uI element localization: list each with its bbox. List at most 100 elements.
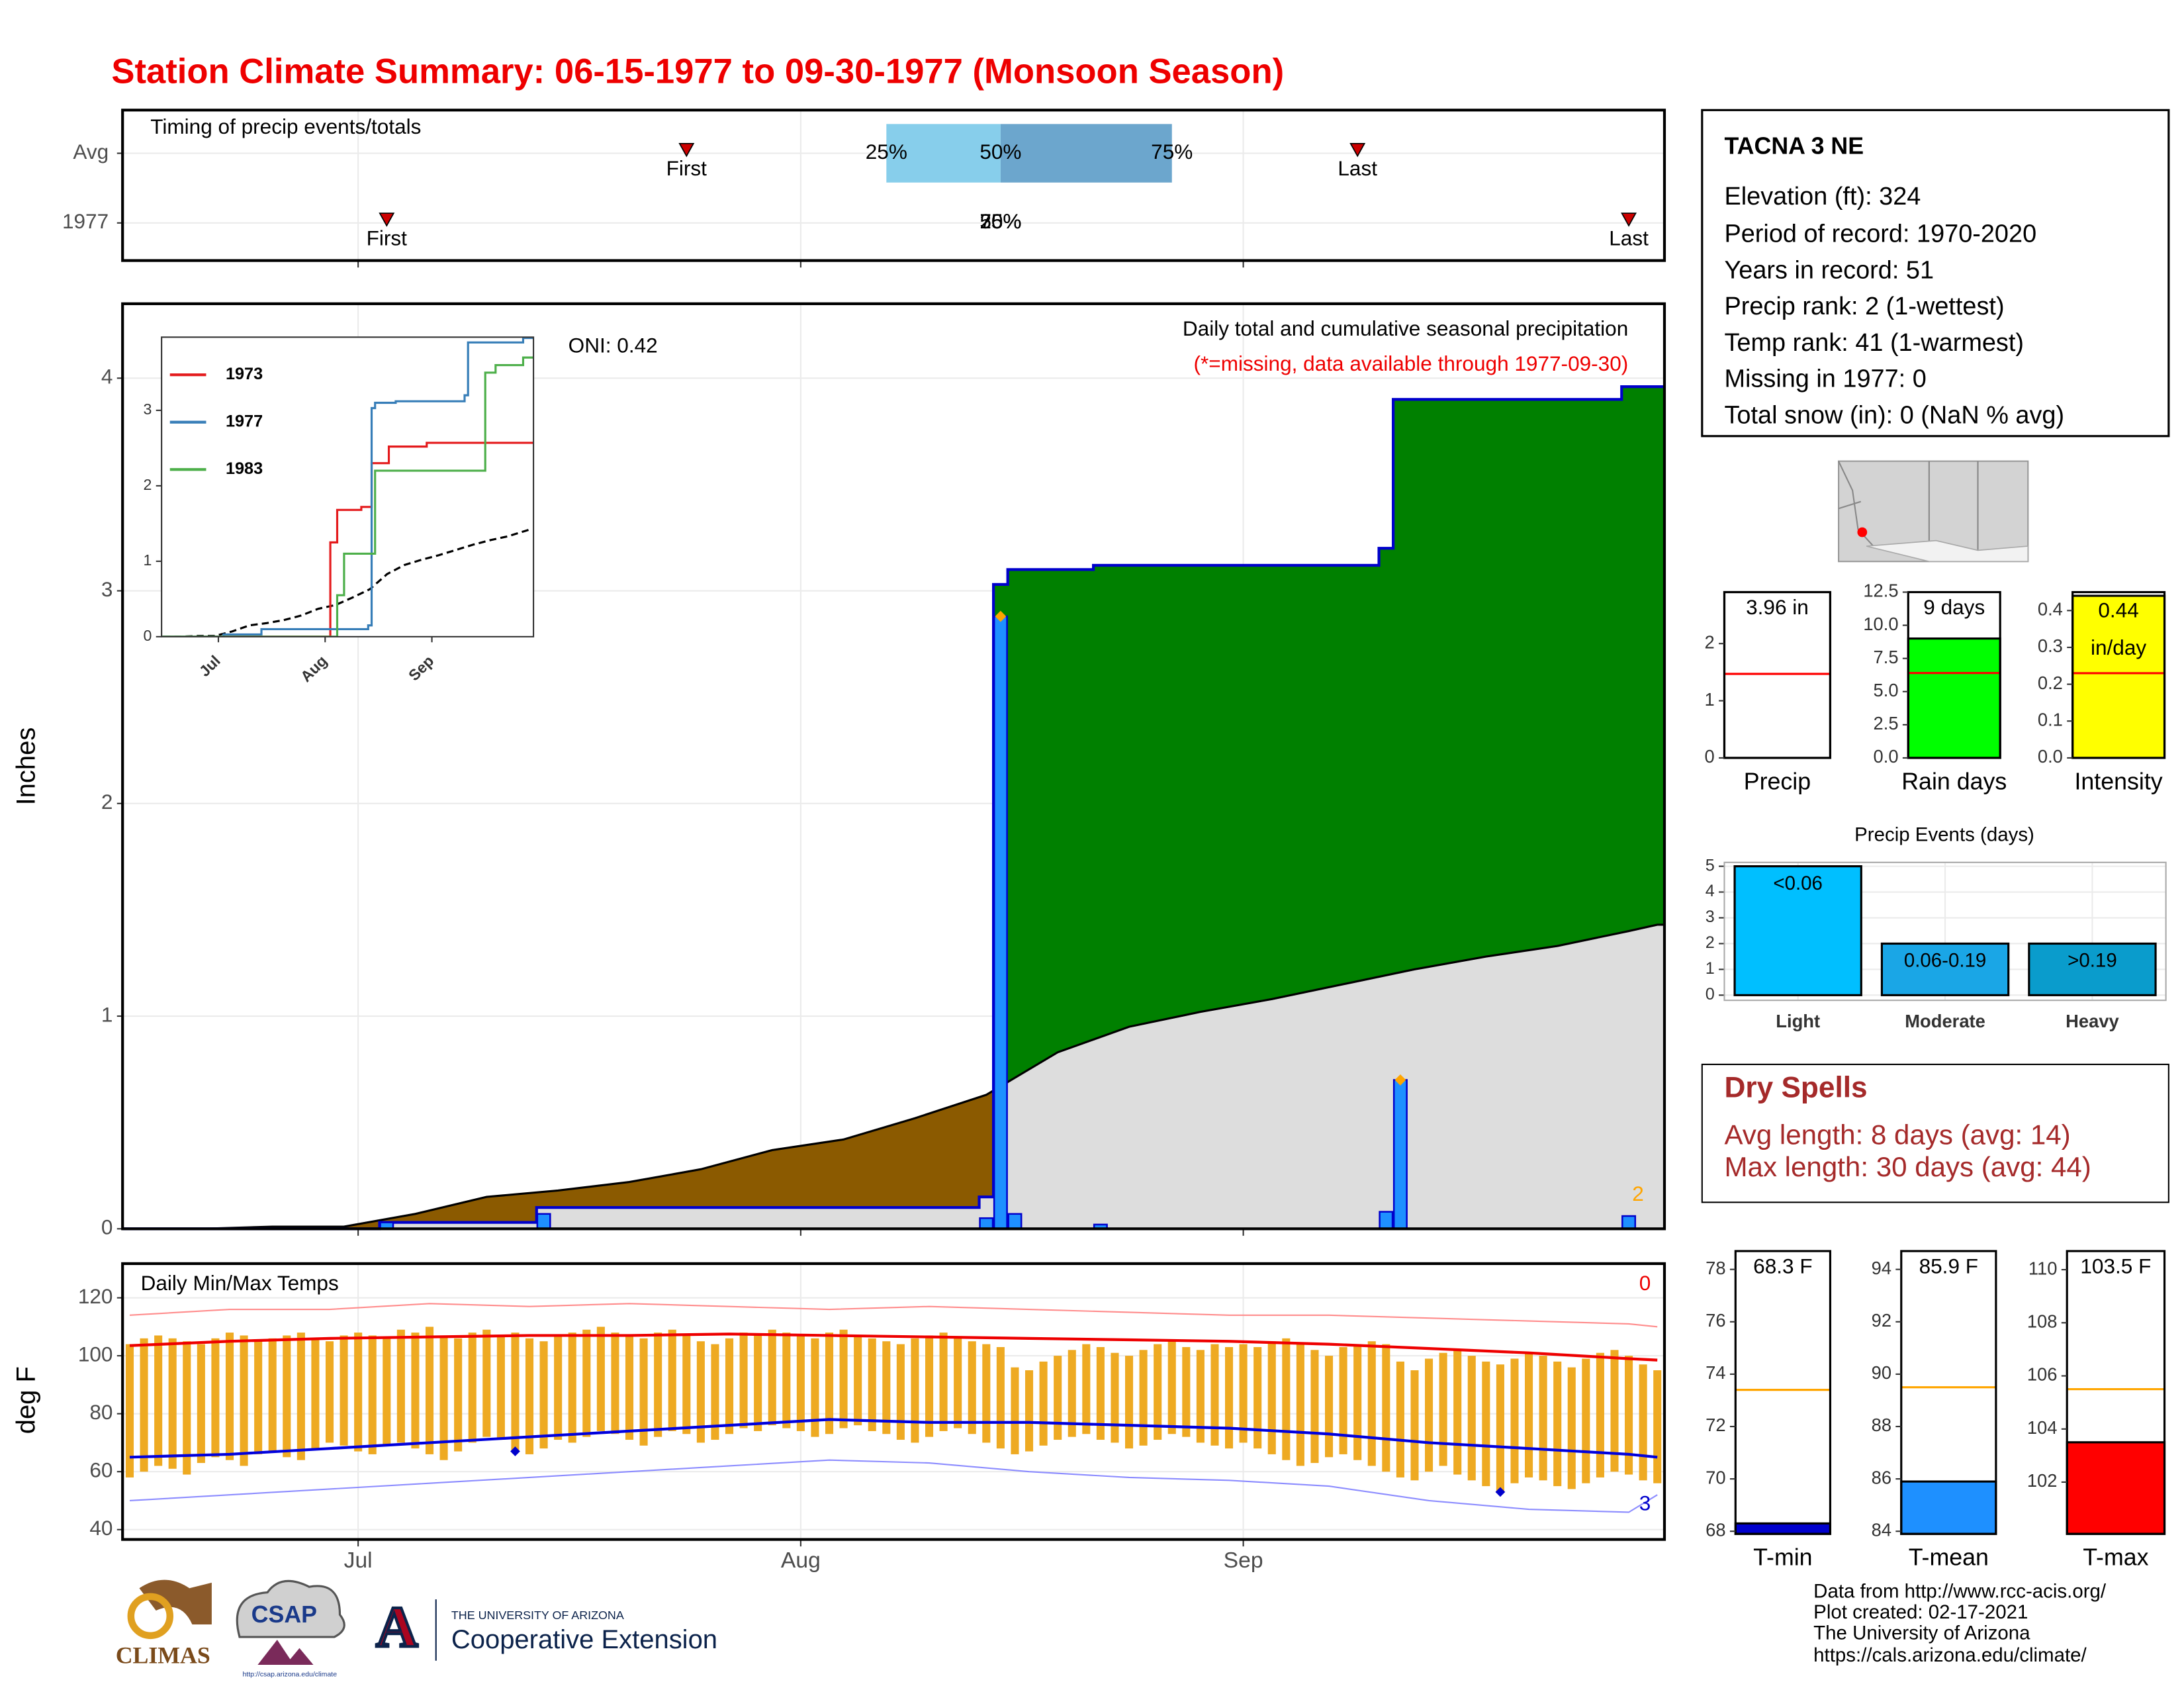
temp-range-bar [468,1333,477,1443]
temp-range-bar [654,1333,662,1437]
station-line: Elevation (ft): 324 [1724,183,1921,211]
dry-spells-line: Avg length: 8 days (avg: 14) [1724,1119,2070,1150]
y-tick-label: 0.0 [1874,746,1899,767]
temp-range-bar [939,1333,948,1431]
temp-range-bar [839,1329,848,1429]
temp-range-bar [325,1341,334,1443]
chart-subtitle: Daily total and cumulative seasonal prec… [1183,316,1628,340]
plot-frame [121,1262,1666,1541]
ua-name: THE UNIVERSITY OF ARIZONA [451,1609,624,1622]
temp-range-bar [768,1329,776,1426]
daily-bar [979,1217,994,1230]
climas-text: CLIMAS [116,1642,210,1669]
value-label: in/day [2091,635,2146,659]
temp-range-bar [611,1333,619,1434]
temp-range-bar [1582,1358,1590,1483]
y-tick-label: 0.0 [2038,746,2063,767]
y-tick-label: 0.2 [2038,673,2063,693]
x-tick-label: Moderate [1905,1011,1985,1031]
record-low-marker [1495,1487,1506,1497]
temp-range-bar [496,1335,505,1440]
plot-frame [1907,590,2001,759]
y-tick-label: 1 [1706,959,1715,978]
temp-range-bar [754,1335,762,1431]
summary-bar [2071,594,2166,759]
event-label: Last [1609,226,1649,250]
temp-range-bar [1396,1361,1404,1477]
temp-range-bar [882,1341,891,1434]
temp-range-bar [554,1335,563,1440]
temp-range-bar [240,1335,248,1466]
chart-note: (*=missing, data available through 1977-… [1194,352,1629,375]
station-name: TACNA 3 NE [1724,133,1864,160]
y-tick-label: 106 [2027,1364,2058,1385]
inset-series-line [161,356,534,637]
temp-range-bar [1039,1361,1048,1446]
value-label: 0.44 [2098,598,2138,622]
temp-range-bar [1496,1364,1504,1492]
quartile-label: 25% [866,140,907,164]
normal-min-line [129,1418,1658,1459]
value-label: <0.06 [1773,872,1823,894]
y-tick-label: 94 [1872,1258,1891,1278]
temp-range-bar [411,1333,420,1449]
daily-bar [536,1213,551,1230]
quartile-box [886,124,1001,183]
legend-label: 1973 [226,365,263,383]
event-marker [1621,212,1637,227]
station-line: Precip rank: 2 (1-wettest) [1724,293,2004,320]
temp-range-bar [340,1335,348,1446]
y-tick-label: 2 [101,790,113,814]
y-tick-label: 7.5 [1874,647,1899,667]
temp-range-bar [1410,1370,1419,1481]
temp-range-bar [1224,1346,1234,1449]
temp-range-bar [925,1335,934,1437]
station-line: Years in record: 51 [1724,256,1934,284]
temp-range-bar [482,1329,491,1437]
plot-frame [1723,861,2167,1002]
y-tick-label: 76 [1706,1310,1725,1331]
y-tick-label: 70 [1706,1467,1725,1487]
temp-range-bar [1154,1344,1162,1440]
plot-frame [121,302,1666,1231]
y-tick-label: 60 [89,1458,113,1482]
y-tick-label: 92 [1872,1310,1891,1331]
temp-range-bar [896,1344,905,1440]
temp-range-bar [854,1335,862,1426]
temp-range-bar [1024,1370,1034,1452]
y-tick-label: 100 [78,1342,113,1366]
temp-range-bar [425,1327,434,1454]
y-tick-label: 40 [89,1516,113,1540]
x-tick-label: Aug [781,1548,821,1573]
temp-range-bar [696,1341,705,1443]
daily-bar [1379,1211,1394,1230]
event-label: First [666,156,707,180]
y-tick-label: 0 [1706,985,1715,1004]
y-tick-label: 0 [1705,746,1715,767]
inset-background [161,337,534,637]
temp-range-bar [225,1333,234,1460]
temp-range-bar [1339,1346,1347,1454]
temp-range-bar [825,1333,834,1434]
temp-range-bar [1439,1352,1447,1466]
plot-frame [1723,590,1832,759]
footer-line: The University of Arizona [1813,1622,2030,1644]
value-label: 68.3 F [1753,1254,1812,1278]
row-label: Avg [73,140,109,164]
value-label: 0.06-0.19 [1904,950,1986,972]
temp-range-bar [1653,1370,1662,1483]
temp-range-bar [268,1338,277,1452]
y-tick-label: 2 [1706,933,1715,952]
temp-range-bar [1567,1367,1576,1489]
legend-label: 1983 [226,459,263,478]
temp-range-bar [125,1344,134,1477]
summary-label: Intensity [2074,768,2162,794]
temp-range-bar [1325,1356,1334,1458]
dry-spells-box [1701,1063,2169,1203]
x-tick-label: Jul [344,1548,373,1573]
value-label: 3.96 in [1746,595,1809,619]
temp-range-bar [254,1341,263,1454]
y-tick-label: 12.5 [1863,581,1898,601]
temp-range-bar [368,1335,377,1454]
